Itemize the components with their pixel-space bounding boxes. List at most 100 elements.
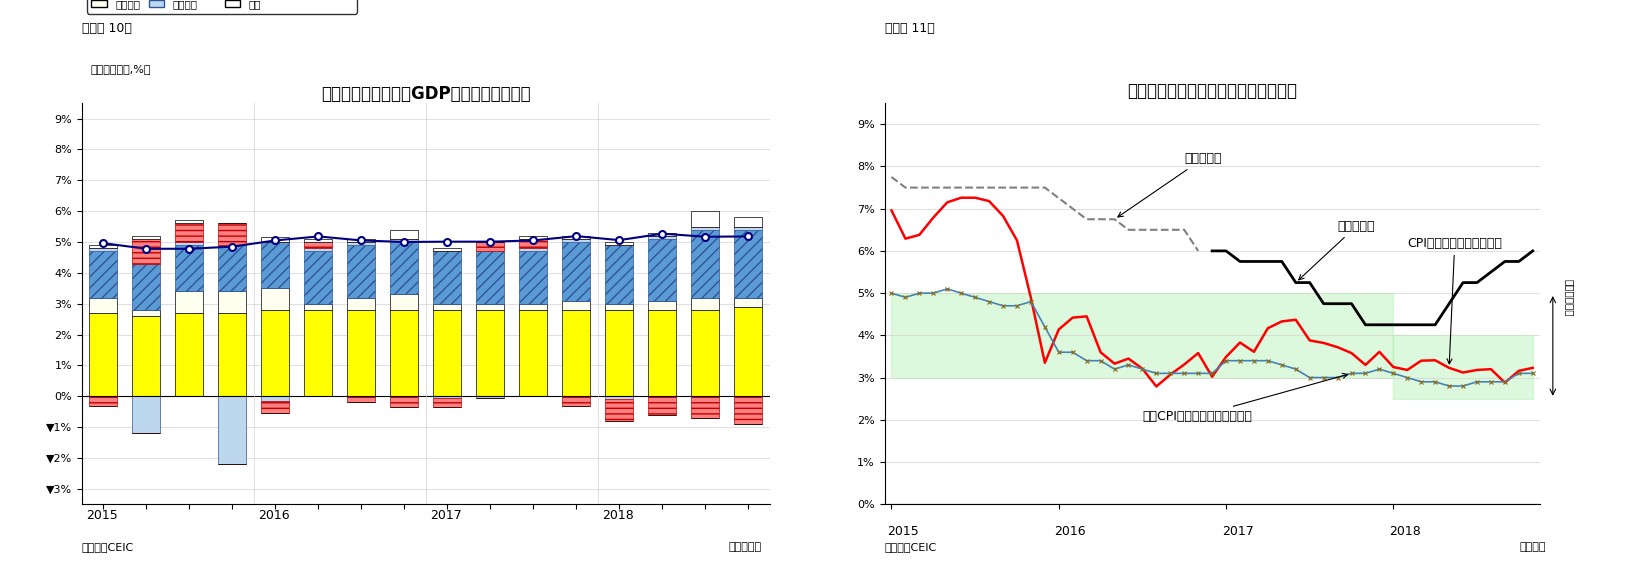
Bar: [390, 239, 418, 242]
Bar: [734, 397, 762, 424]
Bar: [175, 313, 203, 397]
Bar: [477, 397, 505, 398]
Bar: [262, 397, 290, 401]
Text: 2015: 2015: [87, 509, 118, 522]
Bar: [734, 217, 762, 226]
Bar: [133, 239, 161, 264]
Bar: [606, 397, 634, 399]
Bar: [218, 291, 246, 313]
Bar: [390, 397, 418, 407]
Bar: [649, 310, 676, 397]
Bar: [262, 288, 290, 310]
Bar: [347, 297, 375, 310]
Text: インフレ目標: インフレ目標: [1564, 279, 1574, 317]
Bar: [218, 313, 246, 397]
Bar: [90, 245, 118, 248]
Bar: [305, 310, 333, 397]
Bar: [347, 239, 375, 242]
Bar: [305, 239, 333, 242]
Bar: [434, 248, 462, 251]
Bar: [390, 295, 418, 310]
Bar: [434, 310, 462, 397]
Bar: [218, 397, 246, 464]
Bar: [562, 236, 590, 239]
Bar: [606, 242, 634, 245]
Bar: [390, 310, 418, 397]
Bar: [434, 251, 462, 304]
Bar: [734, 226, 762, 230]
Bar: [734, 297, 762, 307]
Bar: [133, 316, 161, 397]
Bar: [133, 310, 161, 316]
Text: 2018: 2018: [603, 509, 634, 522]
Bar: [562, 242, 590, 301]
Legend: 民間消費, 政府消費, 総固定資本形成, 在庫変動, 純輸出, 誤差, 実質GDP成長率: 民間消費, 政府消費, 総固定資本形成, 在庫変動, 純輸出, 誤差, 実質GD…: [87, 0, 357, 14]
Bar: [90, 313, 118, 397]
Bar: [390, 242, 418, 295]
Bar: [562, 310, 590, 397]
Bar: [305, 242, 333, 248]
Bar: [606, 399, 634, 421]
Bar: [606, 310, 634, 397]
Bar: [562, 397, 590, 406]
Bar: [434, 304, 462, 310]
Bar: [175, 221, 203, 223]
Bar: [133, 236, 161, 239]
Bar: [218, 223, 246, 245]
Bar: [691, 226, 719, 230]
Bar: [90, 251, 118, 297]
Bar: [347, 397, 375, 402]
Bar: [262, 237, 290, 242]
Bar: [262, 310, 290, 397]
Text: （図表 10）: （図表 10）: [82, 22, 131, 34]
Bar: [649, 233, 676, 236]
Bar: [477, 304, 505, 310]
Text: 2016: 2016: [259, 509, 290, 522]
Bar: [390, 230, 418, 239]
Bar: [519, 248, 547, 251]
Text: 2018: 2018: [1389, 525, 1420, 539]
Bar: [519, 239, 547, 248]
Text: 2016: 2016: [1055, 525, 1086, 539]
Bar: [691, 310, 719, 397]
Text: コアCPI上昇率（前年同月比）: コアCPI上昇率（前年同月比）: [1142, 374, 1348, 423]
Bar: [691, 211, 719, 226]
Bar: [175, 242, 203, 245]
Bar: [347, 245, 375, 297]
Bar: [305, 251, 333, 304]
Bar: [477, 310, 505, 397]
Bar: [734, 230, 762, 297]
Text: （資料）CEIC: （資料）CEIC: [82, 542, 134, 552]
Bar: [606, 304, 634, 310]
Bar: [562, 301, 590, 310]
Bar: [477, 251, 505, 304]
Text: 2015: 2015: [888, 525, 919, 539]
Bar: [262, 401, 290, 413]
Bar: [649, 397, 676, 415]
Bar: [691, 230, 719, 297]
Bar: [133, 397, 161, 433]
Bar: [606, 245, 634, 304]
Bar: [434, 398, 462, 407]
Text: 2017: 2017: [431, 509, 462, 522]
Bar: [562, 239, 590, 242]
Bar: [691, 297, 719, 310]
Text: 2017: 2017: [1222, 525, 1253, 539]
Bar: [347, 310, 375, 397]
Bar: [477, 242, 505, 251]
Bar: [90, 297, 118, 313]
Bar: [649, 236, 676, 239]
Bar: [519, 304, 547, 310]
Bar: [519, 236, 547, 239]
Bar: [175, 291, 203, 313]
Text: 旧政策金利: 旧政策金利: [1117, 152, 1222, 217]
Text: CPI上昇率（前年同月比）: CPI上昇率（前年同月比）: [1407, 237, 1502, 364]
Text: （図表 11）: （図表 11）: [885, 22, 934, 34]
Bar: [90, 248, 118, 251]
Bar: [649, 301, 676, 310]
Text: （四半期）: （四半期）: [729, 542, 762, 552]
Bar: [218, 245, 246, 291]
Bar: [305, 304, 333, 310]
Bar: [133, 264, 161, 310]
Text: （前年同期比,%）: （前年同期比,%）: [90, 64, 151, 73]
